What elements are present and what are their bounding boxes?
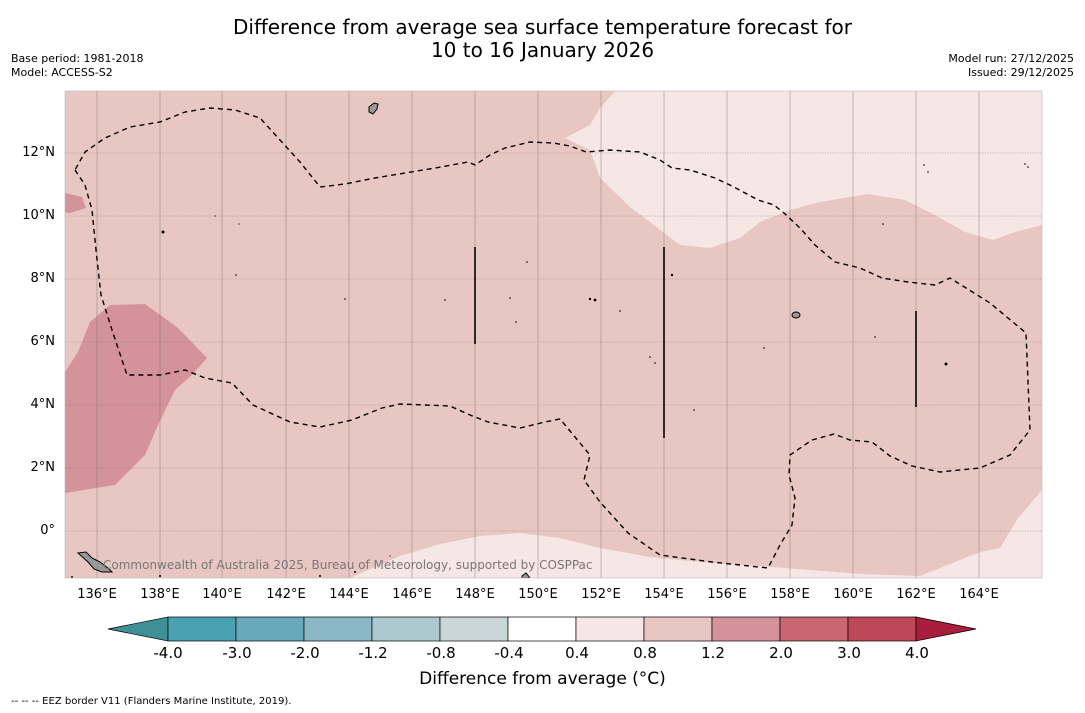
lat-label-4n: 4°N [30, 397, 56, 412]
lat-label-6n: 6°N [30, 334, 56, 349]
colorbar-tick-label: -4.0 [153, 644, 183, 662]
meta-left: Base period: 1981-2018 Model: ACCESS-S2 [11, 52, 143, 80]
island-northwest [368, 102, 379, 115]
colorbar-segment [371, 616, 441, 642]
eez-segments [474, 247, 917, 438]
lat-label-0: 0° [40, 523, 55, 538]
colorbar-title: Difference from average (°C) [419, 669, 666, 689]
colorbar-extend-low [107, 616, 169, 642]
lon-label-144e: 144°E [329, 587, 369, 602]
lon-label-150e: 150°E [518, 587, 558, 602]
lon-label-136e: 136°E [77, 587, 117, 602]
lat-label-8n: 8°N [30, 271, 56, 286]
model-name: Model: ACCESS-S2 [11, 66, 113, 79]
lon-label-162e: 162°E [896, 587, 936, 602]
colorbar-tick-label: -1.2 [358, 644, 388, 662]
anomaly-0.4-0.8-south [350, 490, 1042, 578]
lon-label-140e: 140°E [202, 587, 242, 602]
lon-label-160e: 160°E [833, 587, 873, 602]
colorbar-segment [711, 616, 781, 642]
lon-label-148e: 148°E [455, 587, 495, 602]
lon-label-154e: 154°E [644, 587, 684, 602]
anomaly-1.2-2.0-west [65, 304, 207, 493]
lon-label-164e: 164°E [959, 587, 999, 602]
colorbar-segment [303, 616, 373, 642]
colorbar-tick-label: -3.0 [222, 644, 252, 662]
island-south-center [521, 572, 531, 578]
lon-label-156e: 156°E [707, 587, 747, 602]
anomaly-0.4-0.8-north [565, 91, 1042, 248]
meta-right: Model run: 27/12/2025 Issued: 29/12/2025 [948, 52, 1074, 80]
colorbar-tick-label: 0.4 [565, 644, 589, 662]
chart-title-line2: 10 to 16 January 2026 [430, 38, 655, 62]
lon-label-138e: 138°E [140, 587, 180, 602]
footnote: -- -- -- EEZ border V11 (Flanders Marine… [11, 696, 292, 707]
colorbar-segment [575, 616, 645, 642]
lon-label-152e: 152°E [581, 587, 621, 602]
map-frame [64, 90, 1043, 579]
colorbar-tick-label: 2.0 [769, 644, 793, 662]
lat-label-2n: 2°N [30, 460, 56, 475]
colorbar-segment [235, 616, 305, 642]
anomaly-1.2-2.0-northwest [65, 193, 86, 213]
model-run: Model run: 27/12/2025 [948, 52, 1074, 65]
colorbar-segment [439, 616, 509, 642]
colorbar-tick-label: -2.0 [290, 644, 320, 662]
lon-label-146e: 146°E [392, 587, 432, 602]
colorbar-tick-label: 0.8 [633, 644, 657, 662]
islands [76, 102, 801, 578]
colorbar-tick-label: -0.8 [426, 644, 456, 662]
lat-label-10n: 10°N [22, 208, 55, 223]
island-east [791, 311, 801, 319]
colorbar-tick-label: 3.0 [837, 644, 861, 662]
colorbar-segment [167, 616, 237, 642]
atolls [71, 163, 1029, 578]
lon-label-142e: 142°E [266, 587, 306, 602]
colorbar [107, 616, 977, 642]
colorbar-extend-high [915, 616, 977, 642]
eez-border [74, 107, 1031, 569]
colorbar-tick-label: 1.2 [701, 644, 725, 662]
chart-title-line1: Difference from average sea surface temp… [232, 15, 852, 39]
lat-label-12n: 12°N [22, 145, 55, 160]
colorbar-segment [847, 616, 917, 642]
colorbar-segment [507, 616, 577, 642]
colorbar-segment [643, 616, 713, 642]
base-period: Base period: 1981-2018 [11, 52, 144, 65]
issued-date: Issued: 29/12/2025 [967, 66, 1074, 79]
island-southwest-large [76, 551, 114, 573]
colorbar-tick-label: 4.0 [905, 644, 929, 662]
copyright-notice: Commonwealth of Australia 2025, Bureau o… [103, 558, 593, 572]
lon-label-158e: 158°E [770, 587, 810, 602]
colorbar-segment [779, 616, 849, 642]
colorbar-tick-label: -0.4 [494, 644, 524, 662]
